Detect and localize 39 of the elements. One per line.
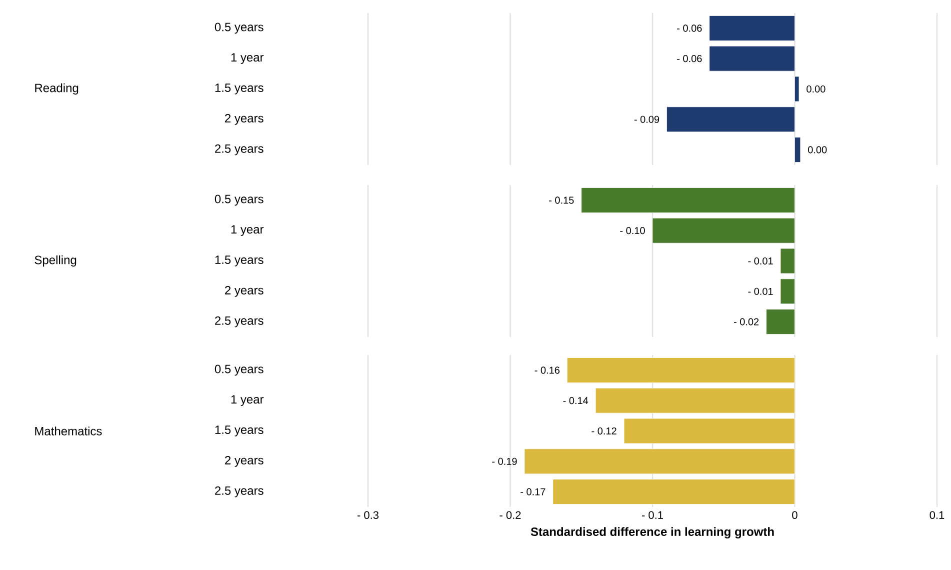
y-tick-label: 1 year: [231, 225, 264, 236]
y-tick-label: 2 years: [225, 456, 264, 467]
x-tick-label: 0: [792, 511, 798, 519]
data-label: - 0.01: [748, 257, 773, 265]
y-axis-title: Spelling: [34, 255, 76, 267]
data-label: - 0.15: [549, 196, 574, 204]
x-tick-label: - 0.3: [357, 511, 379, 519]
x-tick-label: - 0.2: [500, 511, 521, 519]
y-axis-title: Mathematics: [35, 426, 102, 436]
data-label: - 0.16: [534, 366, 560, 374]
y-tick-label: 2 years: [225, 114, 264, 125]
data-label: - 0.09: [634, 116, 660, 123]
data-label: - 0.19: [492, 458, 517, 465]
data-label: - 0.01: [748, 288, 773, 295]
y-tick-label: 1 year: [231, 53, 264, 64]
y-tick-label: 2.5 years: [215, 316, 264, 328]
y-tick-label: 2 years: [225, 286, 264, 297]
y-tick-label: 0.5 years: [214, 364, 264, 376]
data-label: - 0.06: [677, 24, 702, 32]
x-tick-label: 0.1: [930, 511, 944, 519]
y-tick-label: 2.5 years: [215, 144, 264, 156]
x-tick-label: - 0.1: [642, 511, 663, 519]
y-tick-label: 0.5 years: [214, 22, 264, 34]
data-label: - 0.02: [734, 318, 759, 326]
y-tick-label: 1.5 years: [215, 84, 264, 94]
y-tick-label: 0.5 years: [214, 194, 264, 206]
y-axis-title: Reading: [35, 83, 78, 95]
data-label: - 0.14: [563, 397, 588, 404]
data-label: - 0.10: [620, 227, 645, 234]
y-tick-label: 1.5 years: [215, 426, 264, 436]
data-label: - 0.17: [520, 488, 546, 496]
x-axis-title: Standardised difference in learning growth: [530, 527, 774, 538]
data-label: 0.00: [806, 85, 826, 93]
data-label: 0.00: [808, 146, 827, 154]
data-label: - 0.06: [677, 55, 702, 62]
y-tick-label: 1.5 years: [215, 256, 264, 266]
y-tick-label: 2.5 years: [215, 486, 264, 498]
y-tick-label: 1 year: [231, 395, 264, 406]
data-label: - 0.12: [592, 427, 616, 435]
